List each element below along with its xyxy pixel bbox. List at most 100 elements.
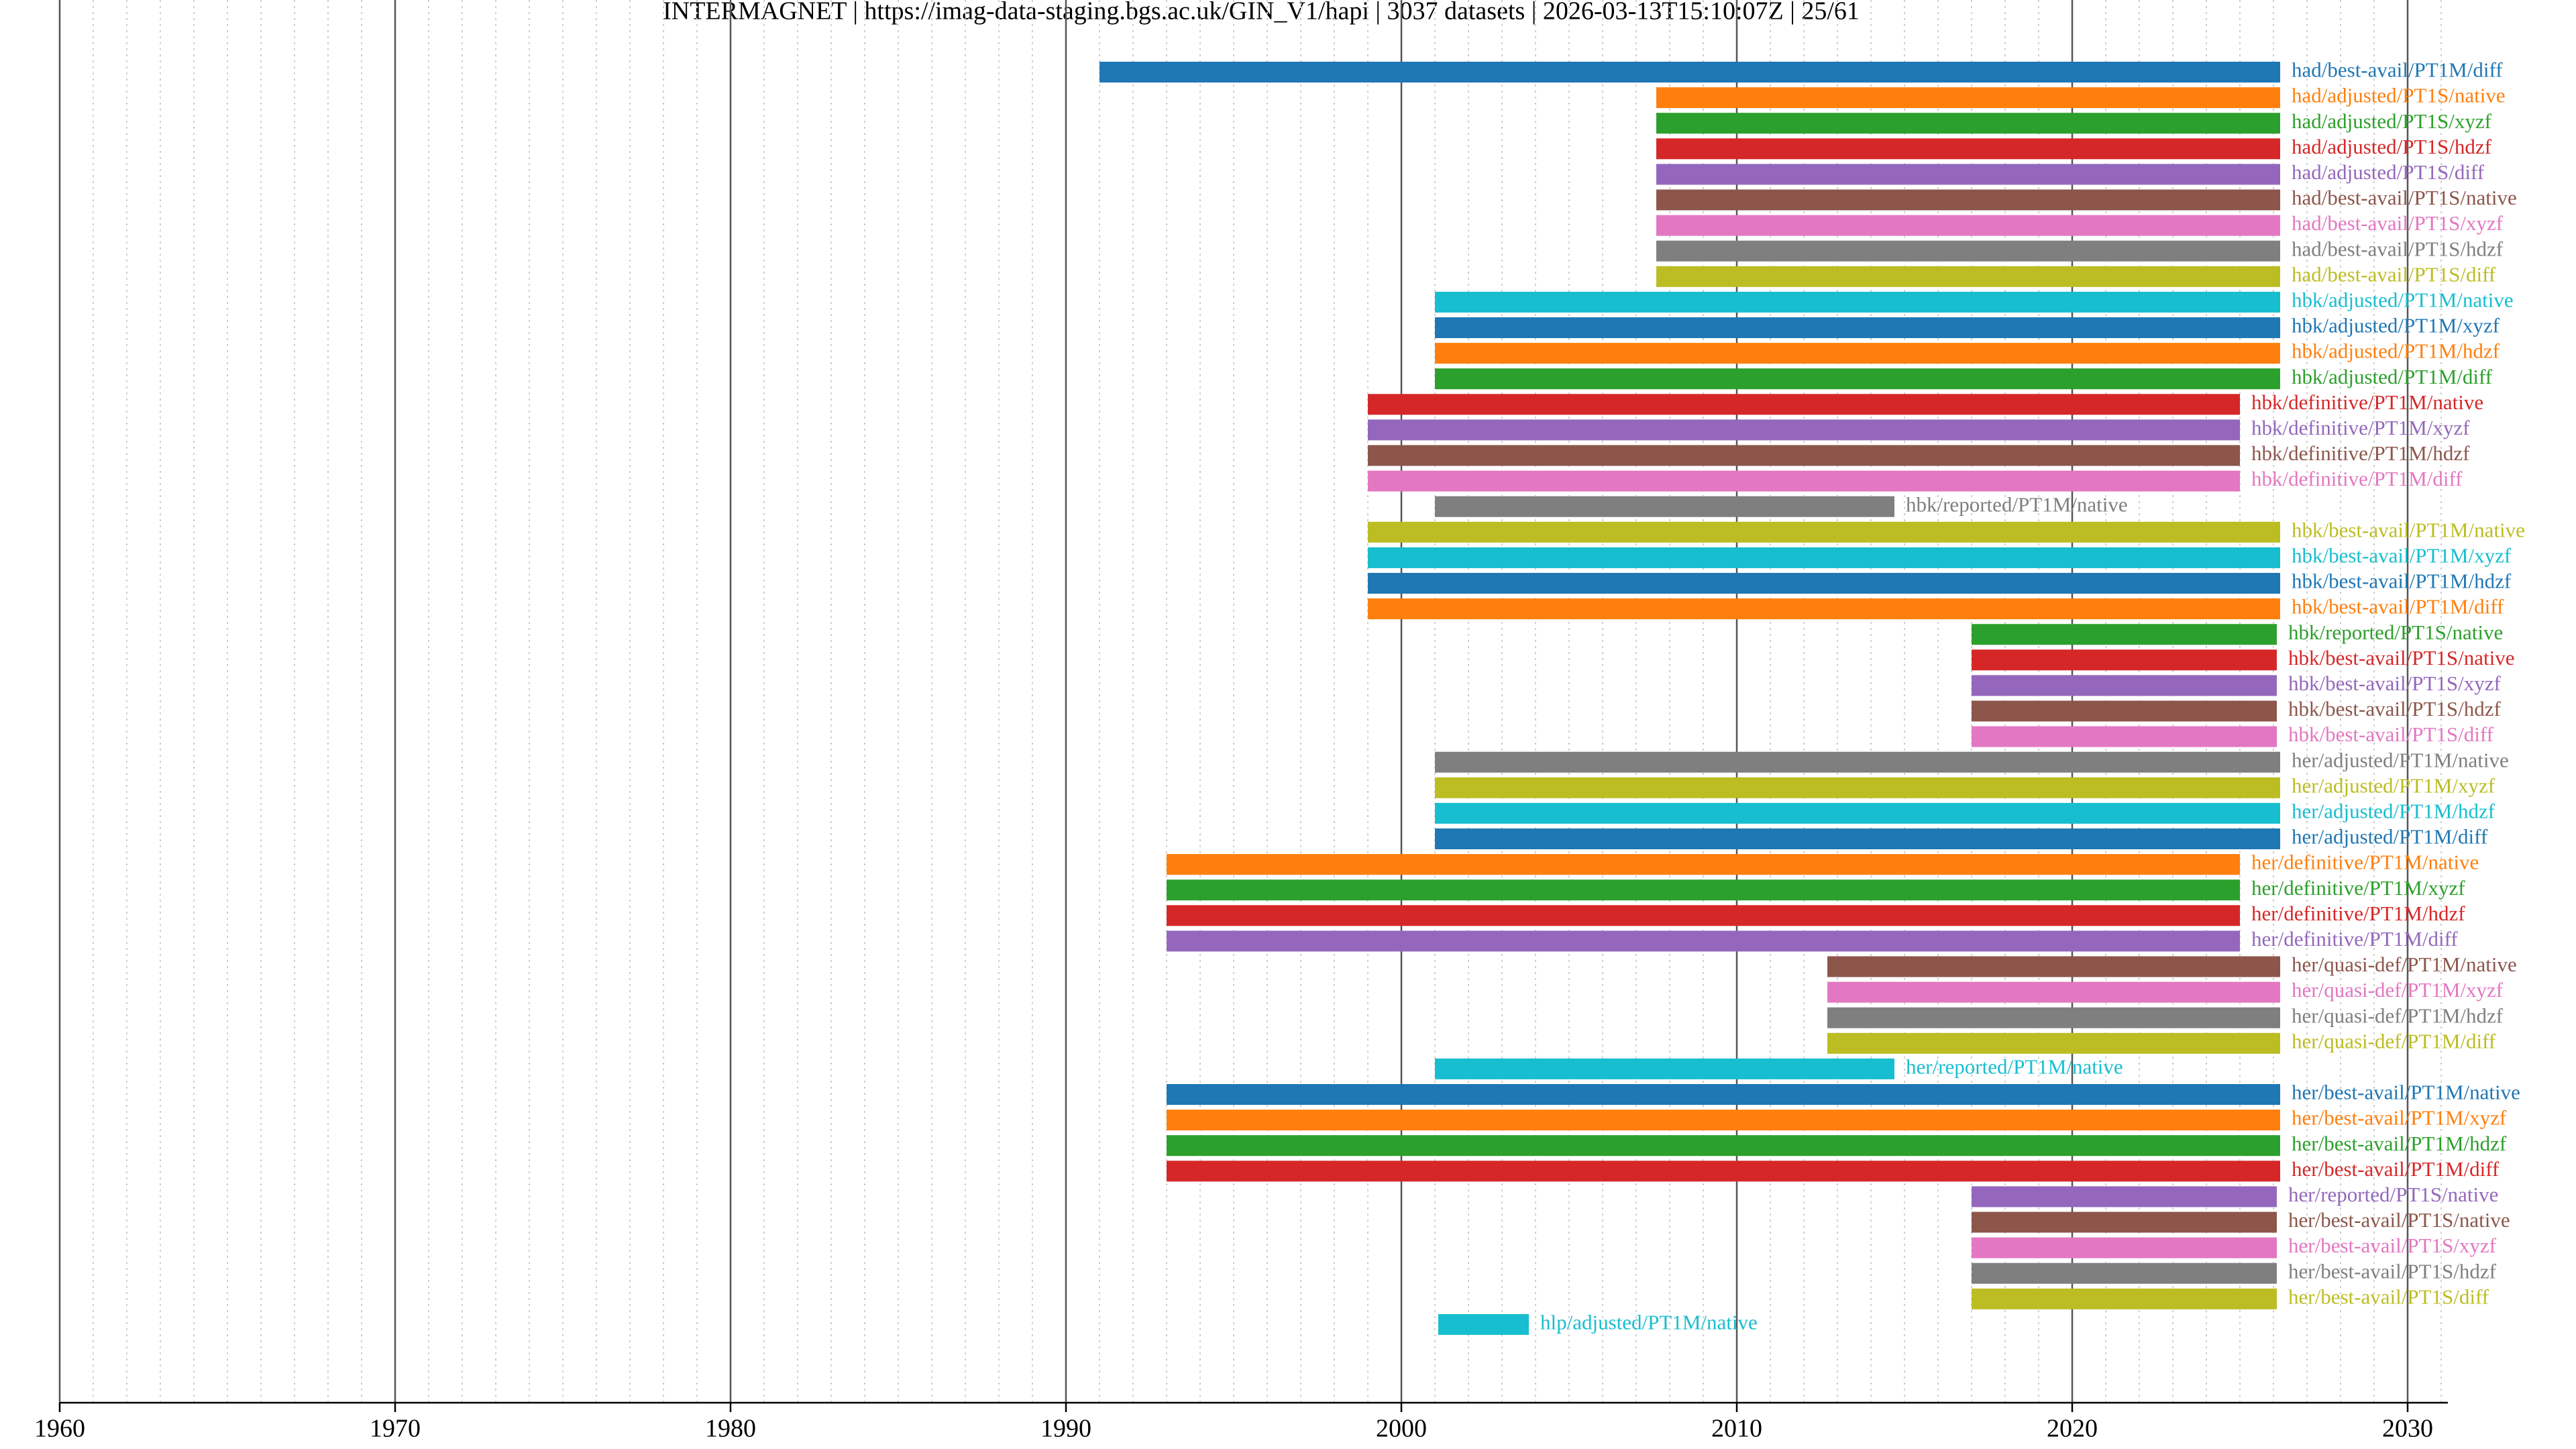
bar-label: hbk/best-avail/PT1M/xyzf [2292, 544, 2512, 568]
bar-label: hbk/definitive/PT1M/hdzf [2251, 441, 2470, 465]
bar [1972, 624, 2277, 645]
bar-label: her/quasi-def/PT1M/native [2292, 953, 2517, 976]
x-tick-label: 1990 [1040, 1415, 1091, 1443]
bar-label: hbk/best-avail/PT1S/diff [2288, 722, 2494, 746]
bar [1368, 394, 2240, 415]
bar [1972, 1263, 2277, 1284]
bar-label: her/quasi-def/PT1M/xyzf [2292, 978, 2504, 1002]
bar [1435, 496, 1894, 517]
bar-label: her/best-avail/PT1M/native [2292, 1081, 2520, 1104]
bar-label: hbk/adjusted/PT1M/diff [2292, 365, 2493, 388]
bar [1167, 854, 2240, 875]
bar [1435, 317, 2280, 338]
bar [1656, 189, 2280, 211]
bar-label: hbk/best-avail/PT1S/native [2288, 646, 2515, 669]
bar [1368, 445, 2240, 466]
bar [1435, 751, 2280, 773]
bar [1435, 802, 2280, 824]
bar [1656, 113, 2280, 134]
bar-label: hbk/adjusted/PT1M/xyzf [2292, 314, 2500, 337]
x-tick-label: 2030 [2382, 1415, 2433, 1443]
bar-label: had/best-avail/PT1S/native [2292, 186, 2517, 209]
bar [1099, 62, 2280, 83]
x-tick-label: 1980 [705, 1415, 756, 1443]
bar-label: her/quasi-def/PT1M/hdzf [2292, 1004, 2504, 1027]
bar-label: her/best-avail/PT1S/diff [2288, 1285, 2489, 1308]
x-tick-label: 2010 [1711, 1415, 1762, 1443]
bar-label: her/best-avail/PT1M/diff [2292, 1157, 2500, 1181]
bar [1368, 547, 2280, 568]
bar-label: her/best-avail/PT1M/hdzf [2292, 1132, 2507, 1155]
bar [1656, 138, 2280, 160]
bar [1656, 215, 2280, 236]
bar-label: had/adjusted/PT1S/hdzf [2292, 135, 2492, 158]
bar-label: her/definitive/PT1M/hdzf [2251, 902, 2465, 925]
bar-label: her/adjusted/PT1M/native [2292, 748, 2509, 771]
bar [1656, 164, 2280, 185]
x-tick-label: 2020 [2047, 1415, 2098, 1443]
bar-label: her/adjusted/PT1M/hdzf [2292, 800, 2496, 823]
bar [1167, 905, 2240, 926]
bar [1167, 930, 2240, 952]
bar [1656, 240, 2280, 262]
bar [1167, 1084, 2280, 1105]
bar [1827, 1007, 2280, 1028]
bar [1368, 470, 2240, 492]
bar [1167, 1135, 2280, 1157]
bar-label: her/best-avail/PT1S/native [2288, 1208, 2510, 1232]
bar [1972, 649, 2277, 671]
bar-label: had/adjusted/PT1S/diff [2292, 160, 2485, 184]
bar-label: hbk/best-avail/PT1M/hdzf [2292, 570, 2512, 593]
bar [1435, 291, 2280, 313]
bar-label: had/adjusted/PT1S/native [2292, 84, 2506, 107]
bar-label: had/best-avail/PT1S/xyzf [2292, 211, 2504, 235]
bar-label: had/best-avail/PT1S/hdzf [2292, 237, 2504, 260]
bar-label: had/best-avail/PT1M/diff [2292, 58, 2503, 82]
bar-label: her/quasi-def/PT1M/diff [2292, 1029, 2496, 1053]
bar-label: hbk/best-avail/PT1S/xyzf [2288, 672, 2502, 695]
bar-label: her/reported/PT1M/native [1906, 1055, 2123, 1079]
bar-label: hbk/definitive/PT1M/native [2251, 390, 2483, 414]
bar [1827, 1032, 2280, 1054]
bar [1368, 598, 2280, 620]
bar [1368, 521, 2280, 543]
bar-label: her/adjusted/PT1M/diff [2292, 825, 2488, 849]
bar-label: had/adjusted/PT1S/xyzf [2292, 109, 2492, 133]
bar-label: hbk/definitive/PT1M/diff [2251, 467, 2463, 490]
bar [1167, 1110, 2280, 1131]
bar-label: had/best-avail/PT1S/diff [2292, 262, 2496, 286]
bar-label: her/definitive/PT1M/native [2251, 851, 2479, 874]
bar-label: her/adjusted/PT1M/xyzf [2292, 773, 2496, 797]
bar [1972, 1237, 2277, 1258]
bar [1827, 981, 2280, 1003]
bar-label: her/best-avail/PT1S/xyzf [2288, 1234, 2497, 1257]
bar-label: hlp/adjusted/PT1M/native [1540, 1311, 1758, 1334]
bar-label: hbk/reported/PT1M/native [1906, 492, 2128, 516]
x-tick-label: 2000 [1376, 1415, 1427, 1443]
bar [1656, 266, 2280, 287]
bar [1435, 777, 2280, 798]
bar [1368, 573, 2280, 594]
bar-label: her/best-avail/PT1M/xyzf [2292, 1106, 2507, 1130]
chart-title: INTERMAGNET | https://imag-data-staging.… [663, 0, 1860, 25]
bar-label: her/best-avail/PT1S/hdzf [2288, 1259, 2497, 1283]
bar [1972, 1288, 2277, 1309]
bar-label: hbk/best-avail/PT1M/diff [2292, 595, 2504, 619]
bar [1972, 1212, 2277, 1233]
bar [1827, 956, 2280, 977]
bar-label: her/reported/PT1S/native [2288, 1183, 2498, 1206]
bar [1435, 343, 2280, 364]
bar-label: her/definitive/PT1M/diff [2251, 927, 2458, 951]
bar-label: hbk/best-avail/PT1M/native [2292, 518, 2525, 541]
bar [1167, 879, 2240, 901]
bar [1972, 675, 2277, 696]
bar-label: hbk/definitive/PT1M/xyzf [2251, 416, 2470, 439]
bar [1972, 700, 2277, 722]
bar-label: hbk/adjusted/PT1M/hdzf [2292, 339, 2500, 363]
bar [1656, 87, 2280, 109]
bar [1435, 368, 2280, 390]
bar [1972, 1186, 2277, 1208]
bar-label: hbk/reported/PT1S/native [2288, 621, 2503, 644]
x-tick-label: 1970 [370, 1415, 421, 1443]
